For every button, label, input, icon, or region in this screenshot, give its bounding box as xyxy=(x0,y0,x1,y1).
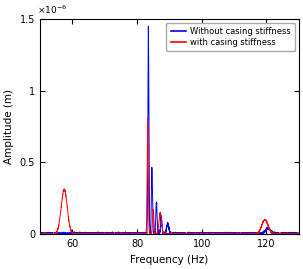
with casing stiffness xyxy=(232,233,236,236)
with casing stiffness xyxy=(146,117,150,121)
Line: Without casing stiffness: Without casing stiffness xyxy=(40,26,299,234)
Without casing stiffness xyxy=(171,232,174,235)
Without casing stiffness xyxy=(52,233,55,236)
Without casing stiffness xyxy=(297,233,301,236)
X-axis label: Frequency (Hz): Frequency (Hz) xyxy=(130,255,208,265)
with casing stiffness xyxy=(297,232,301,236)
Without casing stiffness xyxy=(147,24,150,28)
with casing stiffness xyxy=(175,233,178,236)
with casing stiffness xyxy=(105,233,109,236)
Without casing stiffness xyxy=(175,232,178,235)
with casing stiffness xyxy=(52,232,55,236)
with casing stiffness xyxy=(171,233,174,236)
with casing stiffness xyxy=(38,232,42,236)
Without casing stiffness xyxy=(38,232,42,235)
Line: with casing stiffness: with casing stiffness xyxy=(40,119,299,234)
Without casing stiffness xyxy=(77,233,80,236)
Text: $\times10^{-6}$: $\times10^{-6}$ xyxy=(37,4,68,16)
with casing stiffness xyxy=(195,233,199,236)
Without casing stiffness xyxy=(196,232,199,236)
Y-axis label: Amplitude (m): Amplitude (m) xyxy=(4,89,14,164)
Without casing stiffness xyxy=(128,233,132,236)
Without casing stiffness xyxy=(105,232,109,235)
Legend: Without casing stiffness, with casing stiffness: Without casing stiffness, with casing st… xyxy=(166,23,295,51)
with casing stiffness xyxy=(77,233,80,236)
